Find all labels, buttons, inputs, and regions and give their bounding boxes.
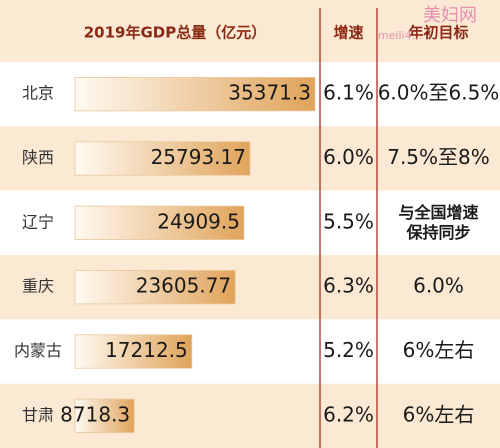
region-label: 甘肃: [22, 405, 54, 424]
gdp-bar: [74, 141, 251, 176]
region-label: 北京: [22, 84, 54, 103]
growth-value: 5.5%: [323, 209, 374, 233]
growth-value: 6.0%: [323, 145, 374, 169]
region-label: 内蒙古: [14, 341, 62, 360]
growth-value: 6.1%: [323, 81, 374, 105]
growth-value: 6.2%: [323, 402, 374, 426]
growth-value: 6.3%: [323, 274, 374, 298]
gdp-bar: [74, 398, 135, 433]
header-gdp: 2019年GDP总量（亿元）: [84, 24, 267, 42]
region-label: 重庆: [22, 277, 54, 296]
gdp-value-label: 25793.17: [151, 145, 246, 169]
gdp-bar: [74, 270, 236, 305]
gdp-value-label: 35371.3: [228, 81, 311, 105]
watermark-sub: meili4...: [378, 29, 422, 42]
region-label: 辽宁: [22, 212, 54, 231]
gdp-value-label: 17212.5: [105, 338, 188, 362]
gdp-bar: [74, 334, 193, 369]
gdp-value-label: 24909.5: [157, 209, 240, 233]
gdp-bar: [74, 77, 316, 112]
gdp-value-label: 23605.77: [136, 274, 231, 298]
header-growth: 增速: [333, 24, 363, 42]
growth-value: 5.2%: [323, 338, 374, 362]
watermark-logo: 美妇网: [423, 5, 477, 26]
target-value: 7.5%至8%: [387, 145, 490, 169]
gdp-value-label: 8718.3: [60, 402, 130, 426]
target-value: 6%左右: [403, 338, 475, 362]
region-label: 陕西: [22, 148, 54, 167]
header-band: [0, 0, 500, 62]
target-value: 与全国增速保持同步: [398, 202, 478, 241]
header-target: 年初目标: [408, 24, 468, 42]
target-value: 6.0%至6.5%: [378, 81, 500, 105]
target-value: 6%左右: [403, 402, 475, 426]
target-value: 6.0%: [413, 274, 464, 298]
gdp-bar: [74, 205, 245, 240]
